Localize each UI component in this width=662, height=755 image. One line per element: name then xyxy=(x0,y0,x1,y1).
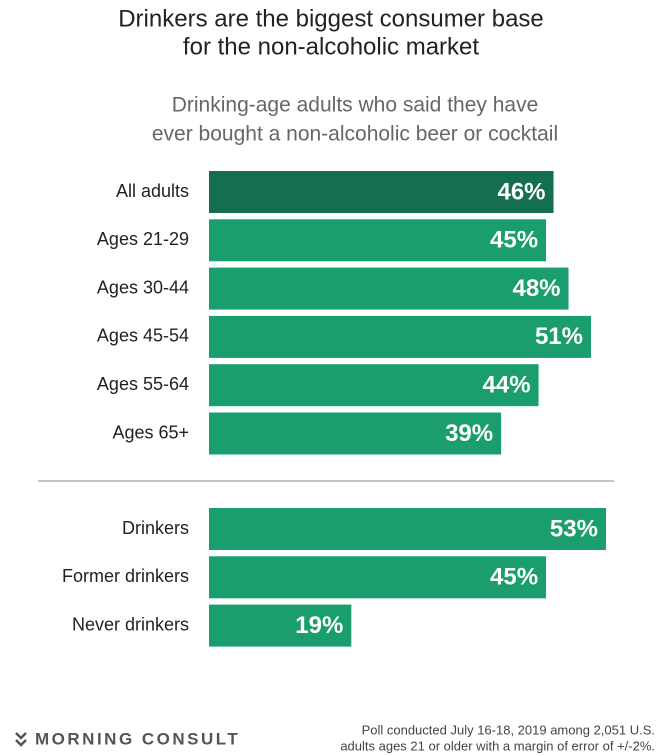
bar xyxy=(209,604,352,647)
category-label: All adults xyxy=(116,181,189,201)
value-label: 53% xyxy=(550,515,598,542)
category-label: Former drinkers xyxy=(62,566,189,586)
category-label: Ages 21-29 xyxy=(97,229,189,249)
category-label: Ages 30-44 xyxy=(97,277,189,297)
value-label: 45% xyxy=(490,564,538,591)
footnote: adults ages 21 or older with a margin of… xyxy=(340,738,655,753)
value-label: 46% xyxy=(497,178,545,205)
category-label: Drinkers xyxy=(122,518,189,538)
value-label: 44% xyxy=(483,372,531,399)
footnote: Poll conducted July 16-18, 2019 among 2,… xyxy=(362,722,655,737)
category-label: Ages 65+ xyxy=(112,422,189,442)
bar xyxy=(209,508,606,550)
bar xyxy=(209,219,547,262)
value-label: 19% xyxy=(295,612,343,639)
bar xyxy=(209,556,547,599)
bar xyxy=(209,267,569,310)
bar xyxy=(209,412,502,455)
chart-title: Drinkers are the biggest consumer base xyxy=(118,5,544,32)
category-label: Ages 45-54 xyxy=(97,326,189,346)
bar xyxy=(209,364,539,407)
category-label: Never drinkers xyxy=(72,614,189,634)
bar xyxy=(209,315,591,358)
bar xyxy=(209,171,554,213)
logo: MORNING CONSULT xyxy=(35,729,240,748)
value-label: 39% xyxy=(445,420,493,447)
category-label: Ages 55-64 xyxy=(97,374,189,394)
value-label: 48% xyxy=(512,275,560,302)
chart-subtitle: Drinking-age adults who said they have xyxy=(172,94,539,117)
value-label: 51% xyxy=(535,323,583,350)
chart-title: for the non-alcoholic market xyxy=(183,33,479,60)
value-label: 45% xyxy=(490,227,538,254)
chart-subtitle: ever bought a non-alcoholic beer or cock… xyxy=(152,123,558,146)
logo-icon xyxy=(15,732,27,747)
